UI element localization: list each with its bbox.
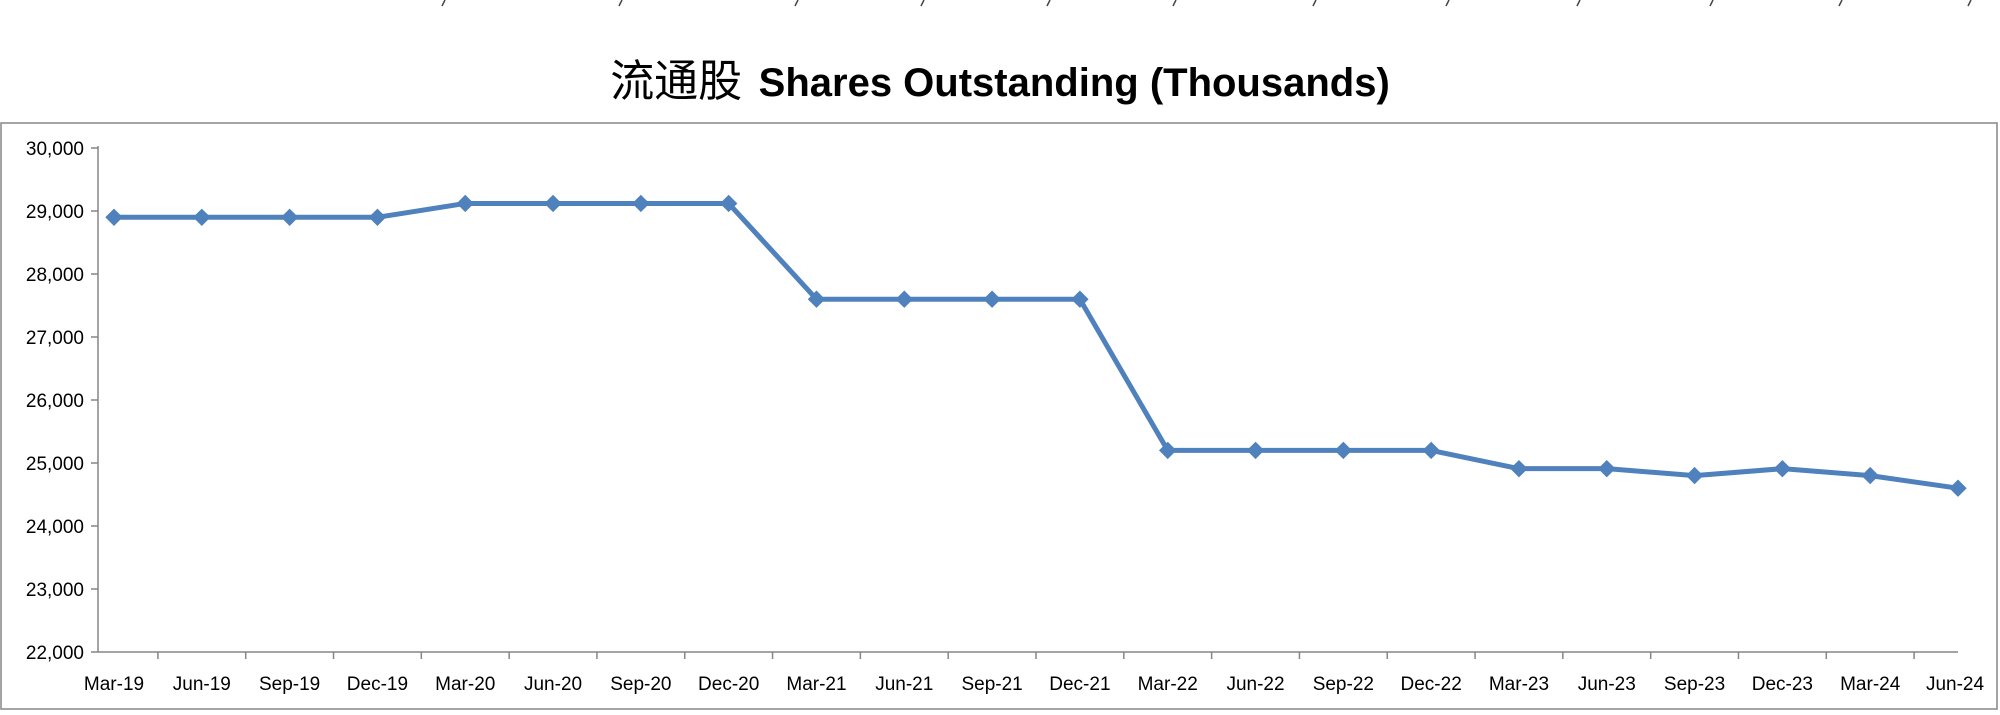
data-point-marker — [105, 208, 123, 227]
y-tick-label: 22,000 — [26, 643, 84, 664]
data-point-marker — [456, 194, 474, 213]
x-tick-label: Mar-24 — [1840, 674, 1901, 695]
data-point-marker — [1861, 466, 1879, 485]
y-tick-label: 25,000 — [26, 454, 84, 475]
chart-title: 流通股 Shares Outstanding (Thousands) — [610, 56, 1390, 107]
top-edge-tick-mark — [1709, 0, 1714, 7]
top-edge-tick-mark — [1445, 0, 1450, 7]
top-edge-tick-mark — [1967, 0, 1972, 7]
y-axis-ticks: 22,000 23,000 24,000 25,000 26,000 27,000 28,0… — [26, 139, 98, 664]
y-tick-label: 27,000 — [26, 328, 84, 349]
top-edge-decoration — [441, 0, 1972, 7]
y-tick-label: 23,000 — [26, 580, 84, 601]
data-point-marker — [719, 194, 738, 213]
data-point-marker — [1334, 441, 1353, 460]
data-point-marker — [1246, 441, 1265, 460]
data-point-marker — [983, 290, 1001, 308]
x-tick-label: Mar-23 — [1489, 674, 1549, 695]
x-tick-label: Sep-23 — [1664, 674, 1725, 695]
data-point-marker — [1949, 479, 1967, 497]
series-layer — [105, 194, 1967, 497]
top-edge-tick-mark — [1172, 0, 1177, 7]
top-edge-tick-mark — [1046, 0, 1051, 7]
y-tick-label: 29,000 — [26, 202, 84, 223]
x-tick-label: Jun-20 — [524, 674, 582, 695]
x-tick-label: Dec-20 — [698, 674, 759, 695]
data-point-marker — [1071, 290, 1089, 308]
x-tick-label: Mar-19 — [84, 674, 144, 695]
x-tick-label: Mar-22 — [1138, 674, 1198, 695]
chart-title-cjk: 流通股 — [610, 56, 742, 107]
data-point-marker — [193, 208, 211, 227]
top-edge-tick-mark — [441, 0, 446, 7]
data-point-marker — [368, 208, 387, 227]
y-tick-label: 30,000 — [26, 139, 84, 160]
x-tick-label: Jun-21 — [875, 674, 933, 695]
y-tick-label: 26,000 — [26, 391, 84, 412]
chart-frame — [0, 122, 1998, 710]
top-edge-tick-mark — [1312, 0, 1317, 7]
x-tick-label: Sep-19 — [259, 674, 320, 695]
top-edge-tick-mark — [794, 0, 799, 7]
x-tick-label: Sep-22 — [1313, 674, 1374, 695]
y-tick-label: 28,000 — [26, 265, 84, 286]
x-tick-label: Jun-22 — [1226, 674, 1284, 695]
data-point-marker — [1510, 459, 1528, 478]
series-line — [111, 200, 1961, 491]
data-point-marker — [1422, 441, 1440, 460]
top-edge-tick-mark — [1576, 0, 1581, 7]
x-tick-label: Dec-19 — [347, 674, 408, 695]
top-edge-tick-mark — [1838, 0, 1843, 7]
y-tick-label: 24,000 — [26, 517, 84, 538]
x-tick-label: Jun-23 — [1578, 674, 1636, 695]
data-point-marker — [1685, 466, 1704, 485]
x-tick-label: Sep-21 — [961, 674, 1022, 695]
data-point-marker — [1773, 459, 1792, 478]
data-point-marker — [632, 194, 650, 213]
data-point-marker — [1159, 441, 1177, 460]
top-edge-tick-mark — [920, 0, 925, 7]
data-point-marker — [280, 208, 299, 227]
x-tick-label: Jun-19 — [173, 674, 231, 695]
x-tick-label: Dec-21 — [1049, 674, 1110, 695]
x-tick-label: Sep-20 — [610, 674, 671, 695]
axes — [97, 146, 1958, 653]
x-tick-label: Mar-20 — [435, 674, 495, 695]
x-axis-ticks: Mar-19 Jun-19 Sep-19 Dec-19 Mar-20 Jun-20 Sep-… — [84, 652, 1985, 695]
data-point-marker — [807, 290, 826, 308]
data-point-marker — [895, 290, 913, 308]
chart-title-en: Shares Outstanding (Thousands) — [759, 61, 1390, 105]
x-tick-label: Jun-24 — [1926, 674, 1985, 695]
data-point-marker — [1598, 459, 1616, 478]
x-tick-label: Dec-22 — [1401, 674, 1462, 695]
top-edge-tick-mark — [618, 0, 623, 7]
x-tick-label: Dec-23 — [1752, 674, 1813, 695]
data-point-marker — [544, 194, 562, 213]
x-tick-label: Mar-21 — [786, 674, 846, 695]
